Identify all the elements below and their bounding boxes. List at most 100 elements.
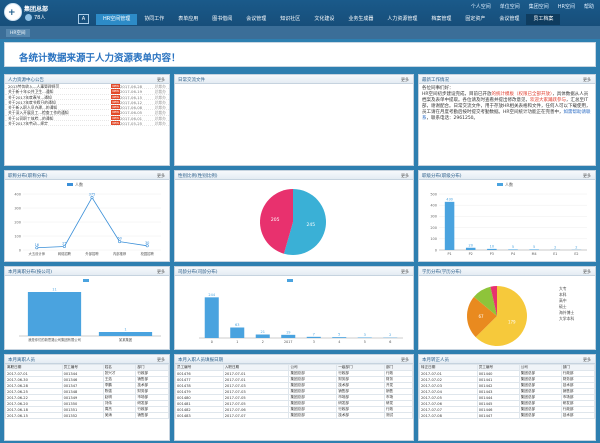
ranking-card: 职称分布(职称分布) 更多 人数 0 100 200 300 400 16 大五设计师 25 网络… bbox=[4, 170, 170, 262]
link-help[interactable]: 帮助 bbox=[583, 4, 594, 10]
legend-label: 人数 bbox=[75, 181, 83, 187]
card-title: 本月离职人员 bbox=[8, 358, 35, 363]
more-link[interactable]: 更多 bbox=[401, 77, 409, 82]
more-link[interactable]: 更多 bbox=[401, 357, 409, 362]
list-item-title: 关于2017年劳动...规定 bbox=[8, 121, 48, 126]
more-link[interactable]: 更多 bbox=[401, 269, 409, 274]
list-item-date: 2017-06-15 bbox=[120, 94, 143, 100]
brand-name: 集团总部 bbox=[24, 6, 49, 13]
list-item-date: 2017-06-05 bbox=[120, 110, 143, 116]
bar bbox=[306, 336, 321, 338]
link-hr[interactable]: HR空间 bbox=[557, 4, 575, 10]
home-button[interactable]: A bbox=[78, 14, 89, 24]
card-title: 职级分布(职级分布) bbox=[422, 174, 462, 179]
list-item[interactable]: 关于深入开展员工...检查工作的通知 NEW 2017-06-05 总裁办 bbox=[5, 110, 169, 116]
breadcrumb-item[interactable]: HR空间 bbox=[6, 29, 30, 37]
nav-item[interactable]: 会议管理 bbox=[499, 16, 520, 22]
table-row[interactable]: 2017-07-08 001447 集团总部 技术部 bbox=[419, 412, 595, 419]
more-link[interactable]: 更多 bbox=[583, 173, 591, 178]
more-link[interactable]: 更多 bbox=[583, 357, 591, 362]
list-item-date: 2017-06-08 bbox=[120, 105, 143, 111]
card-header: 性别比例(性别比例) 更多 bbox=[175, 171, 413, 180]
more-link[interactable]: 更多 bbox=[401, 173, 409, 178]
nav-item[interactable]: HR空间管理 bbox=[96, 14, 138, 25]
list-item[interactable]: 关于公司职工体检...的通知 NEW 2017-06-01 总裁办 bbox=[5, 115, 169, 122]
more-link[interactable]: 更多 bbox=[157, 77, 165, 82]
table-row[interactable]: 2017-07-01 001344 张兴才 行政部 bbox=[5, 370, 169, 377]
nav-item[interactable]: 会议管理 bbox=[246, 16, 267, 22]
x-tick-label: M4 bbox=[532, 252, 537, 256]
list-item[interactable]: 关于2017年度春节...通知 NEW 2017-06-15 总裁办 bbox=[5, 94, 169, 100]
table-row[interactable]: 2017-07-03 001442 集团总部 技术部 bbox=[419, 382, 595, 389]
nav-item[interactable]: 固定资产 bbox=[465, 16, 486, 22]
pie-slice bbox=[260, 189, 293, 254]
list-item[interactable]: 关于2017年劳动...规定 NEW 2017-05-25 总裁办 bbox=[5, 121, 169, 127]
nav-item[interactable]: 员工档案 bbox=[526, 14, 561, 25]
nav-item[interactable]: 档案管理 bbox=[431, 16, 452, 22]
new-badge: NEW bbox=[111, 121, 120, 126]
card-title: 司龄分布(司龄分布) bbox=[178, 270, 218, 275]
slice-label: 179 bbox=[508, 320, 516, 325]
logo-icon: + bbox=[4, 3, 22, 21]
more-link[interactable]: 更多 bbox=[583, 77, 591, 82]
data-label: 5 bbox=[338, 333, 340, 337]
x-tick-label: 5 bbox=[364, 340, 366, 344]
pie-chart: 245 205 bbox=[260, 189, 326, 255]
series-line bbox=[36, 196, 148, 249]
table-row[interactable]: 001483 2017-07-07 集团总部 技术部 测试 bbox=[175, 412, 413, 419]
bar bbox=[357, 337, 372, 338]
table-cell: 001352 bbox=[61, 412, 104, 419]
x-tick-label: 校园招聘 bbox=[141, 251, 155, 256]
table-row[interactable]: 2017-06-15 001352 吴涛 销售部 bbox=[5, 412, 169, 419]
bar bbox=[98, 332, 153, 336]
list-item[interactable]: 关于2017年度节假日的通知 NEW 2017-06-12 总裁办 bbox=[5, 99, 169, 106]
slice-label: 205 bbox=[271, 217, 280, 223]
age-card: 司龄分布(司龄分布) 更多 244 0 63 1 21 2 19 2017 7 3 5 4 3 5 2 6 bbox=[174, 266, 414, 350]
nav-item[interactable]: 表单应用 bbox=[178, 16, 199, 22]
list-item-title: 关于2017年度春节...通知 bbox=[8, 94, 52, 99]
nav-item[interactable]: 人力资源管理 bbox=[387, 16, 418, 22]
card-header: 本月离职人员 更多 bbox=[5, 355, 169, 364]
nav-item[interactable]: 协同工作 bbox=[144, 16, 165, 22]
bar bbox=[332, 337, 347, 338]
list-item[interactable]: 2013劳务收入...人事管理规范 NEW 2017-06-28 总裁办 bbox=[5, 84, 169, 90]
nav-item[interactable]: 图书借阅 bbox=[212, 16, 233, 22]
x-tick-label: 0 bbox=[211, 340, 213, 344]
level-card: 职级分布(职级分布) 更多 人数 0 100 200 300 400 500 430 P1 20 P… bbox=[418, 170, 596, 262]
link-unit[interactable]: 单位空间 bbox=[499, 4, 520, 10]
list-item-author: 总裁办 bbox=[154, 99, 166, 105]
y-tick-label: 500 bbox=[430, 192, 437, 196]
link-personal[interactable]: 个人空间 bbox=[470, 4, 491, 10]
slice-label: 245 bbox=[307, 222, 316, 228]
right-table-card: 本月转正人员 更多 转正日期 员工编号 公司 部门 2017-07-01 001440 集团… bbox=[418, 354, 596, 441]
y-tick-label: 200 bbox=[430, 226, 437, 230]
data-label: 21 bbox=[261, 330, 265, 334]
data-label: 430 bbox=[446, 197, 453, 201]
data-label: 244 bbox=[208, 293, 215, 297]
list-item-title: 关于深入开展员工...检查工作的通知 bbox=[8, 110, 69, 115]
more-link[interactable]: 更多 bbox=[157, 173, 165, 178]
list-item[interactable]: 关于新十年公共卫生...通知 NEW 2017-06-19 总裁办 bbox=[5, 89, 169, 95]
card-title: 人力资源中心公告 bbox=[8, 78, 44, 83]
bar bbox=[487, 248, 497, 250]
nav-item[interactable]: 文化建设 bbox=[314, 16, 335, 22]
x-tick-label: P2 bbox=[469, 252, 473, 256]
y-tick-label: 100 bbox=[430, 237, 437, 241]
more-link[interactable]: 更多 bbox=[583, 269, 591, 274]
list-item[interactable]: 关于新入职人员办理...的通知 NEW 2017-06-08 总裁办 bbox=[5, 105, 169, 111]
work-text-e: 欢迎大家踊跃参与 bbox=[530, 98, 566, 103]
x-tick-label: 4 bbox=[338, 340, 340, 344]
data-label: 16 bbox=[35, 243, 39, 247]
list-item-title: 2013劳务收入...人事管理规范 bbox=[8, 84, 60, 89]
x-tick-label: 2 bbox=[262, 340, 264, 344]
nav-item[interactable]: 业务生成器 bbox=[348, 16, 374, 22]
new-badge: NEW bbox=[111, 89, 120, 94]
data-label: 2 bbox=[389, 333, 391, 337]
more-link[interactable]: 更多 bbox=[157, 357, 165, 362]
user-box[interactable]: 78人 bbox=[25, 14, 45, 21]
link-group[interactable]: 集团空间 bbox=[528, 4, 549, 10]
dept-card: 本月离职分布(按公司) 更多 11 我是你们的新思路公司集团有限公司 1 某某集团 bbox=[4, 266, 170, 350]
nav-item[interactable]: 知识社区 bbox=[280, 16, 301, 22]
more-link[interactable]: 更多 bbox=[157, 269, 165, 274]
work-text-d: ，具体数据从人员档案及表单中提取。各位请及时查看并提出修改意见， bbox=[422, 92, 589, 103]
